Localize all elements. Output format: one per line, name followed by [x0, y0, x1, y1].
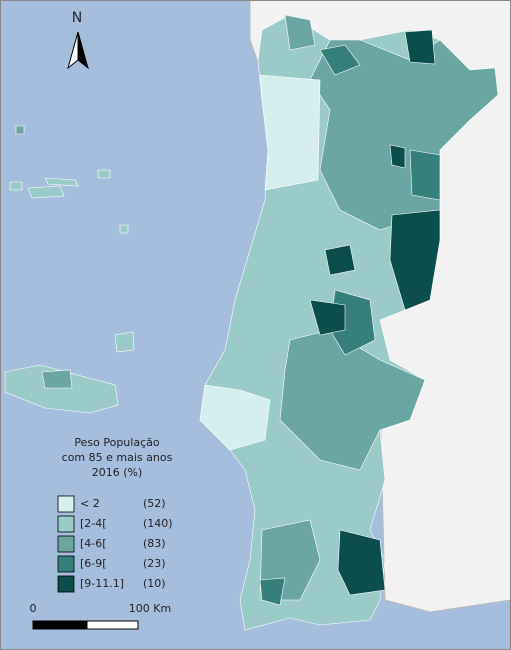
- legend-swatch: [57, 515, 75, 533]
- legend-label: [9-11.1]: [80, 577, 124, 590]
- legend-count: (52): [143, 497, 166, 510]
- legend-count: (140): [143, 517, 173, 530]
- legend-title: 2016 (%): [92, 466, 143, 479]
- legend-label: < 2: [80, 497, 100, 510]
- north-label: N: [72, 10, 82, 26]
- scale-end-label: 100 Km: [129, 602, 171, 615]
- legend-label: [4-6[: [80, 537, 107, 550]
- legend-swatch: [57, 535, 75, 553]
- legend-label: [2-4[: [80, 517, 107, 530]
- scale-bar: 0 100 Km: [30, 602, 171, 630]
- mainland-portugal: [199, 14, 499, 631]
- islands: [4, 125, 135, 414]
- legend-count: (83): [143, 537, 166, 550]
- scale-bar-white: [86, 620, 139, 630]
- legend-swatch: [57, 495, 75, 513]
- legend-count: (23): [143, 557, 166, 570]
- legend-swatch: [57, 575, 75, 593]
- legend: Peso População com 85 e mais anos 2016 (%)…: [57, 436, 173, 593]
- north-arrow-right: [77, 31, 89, 70]
- legend-swatch: [57, 555, 75, 573]
- legend-count: (10): [143, 577, 166, 590]
- north-arrow: N: [67, 10, 89, 70]
- legend-title: Peso População: [74, 436, 159, 449]
- scale-start-label: 0: [30, 602, 37, 615]
- legend-title: com 85 e mais anos: [62, 451, 173, 464]
- scale-bar-black: [32, 620, 88, 630]
- legend-label: [6-9[: [80, 557, 107, 570]
